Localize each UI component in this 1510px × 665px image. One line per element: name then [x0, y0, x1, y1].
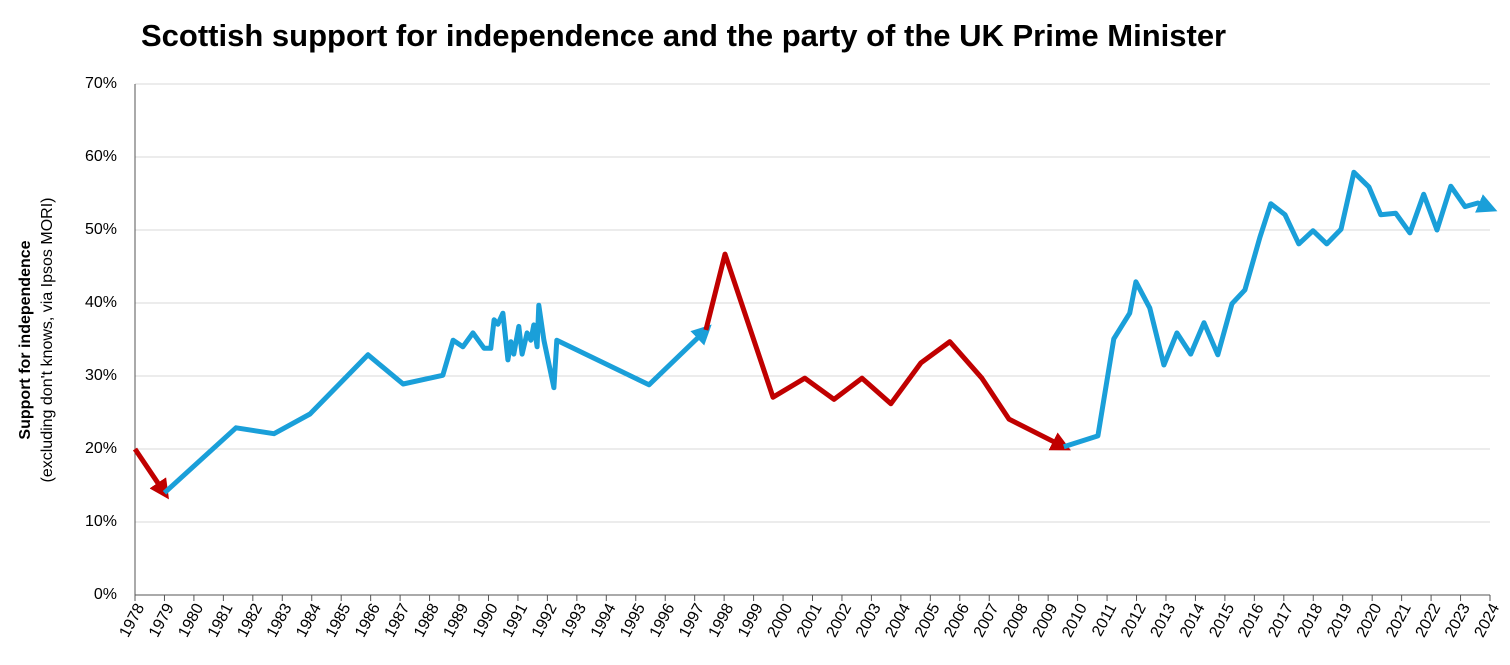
chart-title: Scottish support for independence and th…	[141, 18, 1226, 53]
x-tick-label: 1996	[647, 601, 679, 641]
y-tick-label: 20%	[85, 440, 117, 457]
x-tick-label: 1984	[293, 601, 325, 641]
x-tick-label: 2008	[1000, 601, 1032, 641]
y-tick-label: 70%	[85, 75, 117, 92]
x-tick-label: 1997	[676, 601, 708, 641]
x-tick-label: 1990	[470, 601, 502, 641]
x-tick-label: 2024	[1472, 601, 1504, 641]
x-tick-label: 1988	[411, 601, 443, 641]
x-tick-label: 2009	[1030, 601, 1062, 641]
x-tick-label: 2003	[853, 601, 885, 641]
x-tick-label: 2001	[794, 601, 826, 641]
x-tick-label: 1998	[706, 601, 738, 641]
x-tick-label: 1989	[441, 601, 473, 641]
data-line	[703, 251, 1071, 451]
x-tick-label: 1987	[382, 601, 414, 641]
x-tick-label: 2010	[1059, 601, 1091, 641]
x-tick-label: 1981	[205, 601, 237, 641]
data-line	[1063, 169, 1498, 450]
x-tick-label: 1991	[499, 601, 531, 641]
x-tick-label: 1983	[264, 601, 296, 641]
x-tick-label: 1978	[117, 601, 149, 641]
y-tick-label: 40%	[85, 294, 117, 311]
y-tick-label: 50%	[85, 221, 117, 238]
x-tick-label: 2018	[1295, 601, 1327, 641]
x-tick-label: 1979	[146, 601, 178, 641]
x-tick-label: 1993	[558, 601, 590, 641]
y-axis-label: Support for independence	[17, 240, 34, 439]
x-tick-label: 2014	[1177, 601, 1209, 641]
x-tick-label: 2015	[1206, 601, 1238, 641]
x-tick-label: 2007	[971, 601, 1003, 641]
data-line	[162, 302, 712, 495]
x-tick-label: 2017	[1265, 601, 1297, 641]
x-tick-label: 2023	[1442, 601, 1474, 641]
x-tick-label: 1994	[588, 601, 620, 641]
x-tick-label: 2011	[1089, 601, 1120, 639]
y-tick-label: 60%	[85, 148, 117, 165]
x-tick-label: 2012	[1118, 601, 1150, 641]
x-tick-label: 2020	[1354, 601, 1386, 641]
x-tick-label: 2002	[823, 601, 855, 641]
x-tick-label: 1985	[323, 601, 355, 641]
y-tick-label: 0%	[94, 586, 117, 603]
x-tick-label: 1999	[735, 601, 767, 641]
x-tick-label: 1986	[352, 601, 384, 641]
y-tick-label: 30%	[85, 367, 117, 384]
x-tick-label: 2004	[882, 601, 914, 641]
y-axis-sublabel: (excluding don't knows, via Ipsos MORI)	[39, 198, 56, 483]
x-tick-label: 2019	[1324, 601, 1356, 641]
data-line	[132, 447, 169, 500]
x-tick-label: 1992	[529, 601, 561, 641]
x-tick-label: 2006	[941, 601, 973, 641]
x-tick-label: 2021	[1383, 601, 1415, 641]
x-tick-label: 2005	[912, 601, 944, 641]
x-tick-label: 2016	[1236, 601, 1268, 641]
x-tick-label: 1980	[175, 601, 207, 641]
y-tick-label: 10%	[85, 513, 117, 530]
x-tick-label: 1995	[617, 601, 649, 641]
x-tick-label: 1982	[234, 601, 266, 641]
x-tick-label: 2000	[765, 601, 797, 641]
x-tick-label: 2022	[1413, 601, 1445, 641]
x-tick-label: 2013	[1148, 601, 1180, 641]
